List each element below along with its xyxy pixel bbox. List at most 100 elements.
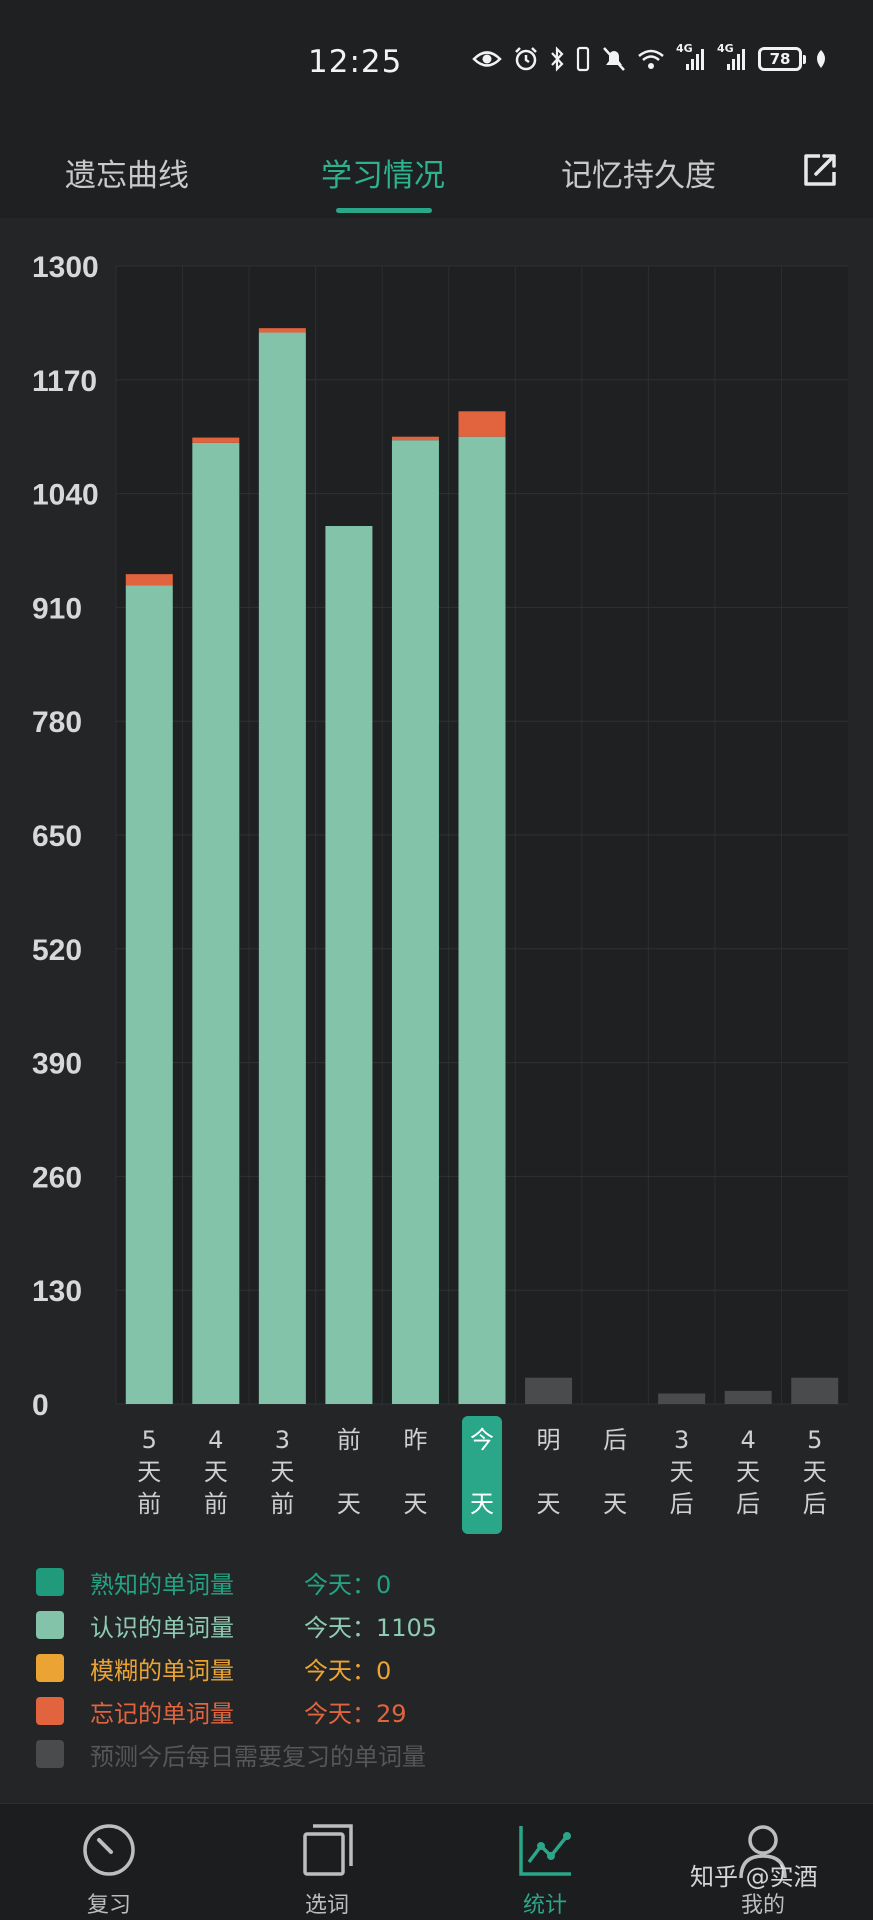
bar-segment bbox=[125, 585, 173, 1404]
x-tick-label: 5 bbox=[807, 1426, 822, 1454]
today-highlight bbox=[462, 1416, 502, 1534]
legend-label: 预测今后每日需要复习的单词量 bbox=[90, 1742, 426, 1771]
stacked-bar-chart: 01302603905206507809101040117013005天前4天前… bbox=[32, 251, 848, 1534]
legend-item-familiar: 熟知的单词量 今天：0 bbox=[36, 1562, 391, 1602]
nav-select-words[interactable]: 选词 bbox=[252, 1804, 402, 1920]
active-tab-indicator bbox=[336, 208, 432, 213]
legend-value: 今天：29 bbox=[304, 1699, 407, 1728]
x-tick-label: 前 bbox=[204, 1490, 228, 1518]
bottom-nav: 复习 选词 统计 我的 bbox=[0, 1803, 873, 1920]
bar-segment bbox=[724, 1390, 772, 1404]
legend-swatch-familiar bbox=[36, 1568, 64, 1596]
wifi-icon bbox=[638, 49, 664, 69]
legend-label: 认识的单词量 bbox=[90, 1613, 234, 1642]
legend-swatch-forgotten bbox=[36, 1697, 64, 1725]
x-tick-label: 天 bbox=[803, 1458, 827, 1486]
bar-segment bbox=[192, 442, 240, 1404]
x-tick-label: 天 bbox=[470, 1490, 494, 1518]
y-tick-label: 520 bbox=[32, 934, 82, 967]
legend-value: 今天：0 bbox=[304, 1656, 392, 1685]
bar-segment bbox=[391, 436, 439, 441]
x-tick-label: 今 bbox=[470, 1426, 494, 1454]
bar-segment bbox=[458, 436, 506, 1404]
legend-label: 模糊的单词量 bbox=[90, 1656, 234, 1685]
y-tick-label: 650 bbox=[32, 820, 82, 853]
mute-bell-icon bbox=[603, 47, 625, 71]
y-tick-label: 1170 bbox=[32, 365, 97, 398]
x-tick-label: 4 bbox=[208, 1426, 223, 1454]
alarm-icon bbox=[515, 47, 537, 71]
nav-me[interactable]: 我的 bbox=[688, 1804, 838, 1920]
x-tick-label: 后 bbox=[736, 1490, 760, 1518]
x-tick-label: 后 bbox=[603, 1426, 627, 1454]
tab-forgetting-curve[interactable]: 遗忘曲线 bbox=[65, 158, 189, 194]
network-label-1: 4G bbox=[676, 42, 693, 55]
y-tick-label: 910 bbox=[32, 592, 82, 625]
x-tick-label: 天 bbox=[537, 1490, 561, 1518]
legend-item-fuzzy: 模糊的单词量 今天：0 bbox=[36, 1648, 391, 1688]
tab-memory-duration[interactable]: 记忆持久度 bbox=[561, 158, 716, 194]
y-tick-label: 0 bbox=[32, 1389, 49, 1422]
signal-icon bbox=[686, 49, 704, 70]
legend-value: 今天：1105 bbox=[304, 1613, 438, 1642]
user-icon bbox=[739, 1825, 787, 1878]
x-tick-label: 3 bbox=[275, 1426, 290, 1454]
nav-statistics[interactable]: 统计 bbox=[470, 1804, 620, 1920]
nav-label: 我的 bbox=[740, 1893, 785, 1918]
legend-label: 熟知的单词量 bbox=[90, 1570, 234, 1599]
y-tick-label: 130 bbox=[32, 1275, 82, 1308]
bar-segment bbox=[258, 332, 306, 1404]
signal-group-2: 4G bbox=[717, 42, 747, 72]
x-tick-label: 后 bbox=[803, 1490, 827, 1518]
signal-icon bbox=[727, 49, 745, 70]
x-tick-label: 昨 bbox=[403, 1426, 427, 1454]
battery-icon: 78 bbox=[758, 47, 806, 71]
signal-group-1: 4G bbox=[676, 42, 706, 72]
bar-segment bbox=[125, 574, 173, 586]
legend-item-known: 认识的单词量 今天：1105 bbox=[36, 1605, 437, 1645]
tab-learning-status[interactable]: 学习情况 bbox=[321, 158, 445, 194]
nav-review[interactable]: 复习 bbox=[34, 1804, 184, 1920]
x-tick-label: 前 bbox=[137, 1490, 161, 1518]
y-tick-label: 260 bbox=[32, 1161, 82, 1194]
vibrate-icon bbox=[576, 46, 590, 72]
y-tick-label: 780 bbox=[32, 706, 82, 739]
status-bar: 12:25 4G 4G 78 bbox=[0, 0, 873, 120]
eye-icon bbox=[472, 51, 502, 67]
x-tick-label: 天 bbox=[204, 1458, 228, 1486]
x-tick-label: 天 bbox=[736, 1458, 760, 1486]
y-tick-label: 1040 bbox=[32, 479, 99, 512]
status-icons: 4G 4G 78 bbox=[472, 42, 829, 72]
speedometer-icon bbox=[83, 1824, 135, 1876]
x-tick-label: 天 bbox=[603, 1490, 627, 1518]
x-tick-label: 明 bbox=[537, 1426, 561, 1454]
x-tick-label: 3 bbox=[674, 1426, 689, 1454]
legend-item-forgotten: 忘记的单词量 今天：29 bbox=[36, 1691, 407, 1731]
share-icon[interactable] bbox=[800, 150, 840, 190]
battery-level: 78 bbox=[769, 50, 791, 68]
x-tick-label: 后 bbox=[670, 1490, 694, 1518]
chart-area: 0 130 260 390 520 650 780 910 1040 1170 1300 5 天前 4 天前… bbox=[0, 218, 873, 1803]
watermark: 知乎 @实酒 bbox=[690, 1863, 818, 1891]
nav-label: 选词 bbox=[304, 1893, 349, 1918]
network-label-2: 4G bbox=[717, 42, 734, 55]
bluetooth-icon bbox=[551, 46, 564, 72]
y-tick-label: 390 bbox=[32, 1048, 82, 1081]
x-tick-label: 天 bbox=[403, 1490, 427, 1518]
legend-swatch-known bbox=[36, 1611, 64, 1639]
legend-swatch-predicted bbox=[36, 1740, 64, 1768]
bar-segment bbox=[391, 440, 439, 1404]
x-tick-label: 前 bbox=[270, 1490, 294, 1518]
bar-segment bbox=[325, 525, 373, 1404]
nav-label: 复习 bbox=[86, 1893, 131, 1918]
x-tick-label: 天 bbox=[670, 1458, 694, 1486]
bar-segment bbox=[525, 1377, 573, 1404]
legend-label: 忘记的单词量 bbox=[90, 1699, 234, 1728]
x-tick-label: 天 bbox=[337, 1490, 361, 1518]
x-tick-label: 5 bbox=[142, 1426, 157, 1454]
legend-value: 今天：0 bbox=[304, 1570, 392, 1599]
x-tick-label: 天 bbox=[270, 1458, 294, 1486]
bar-segment bbox=[458, 411, 506, 437]
bar-segment bbox=[791, 1377, 839, 1404]
